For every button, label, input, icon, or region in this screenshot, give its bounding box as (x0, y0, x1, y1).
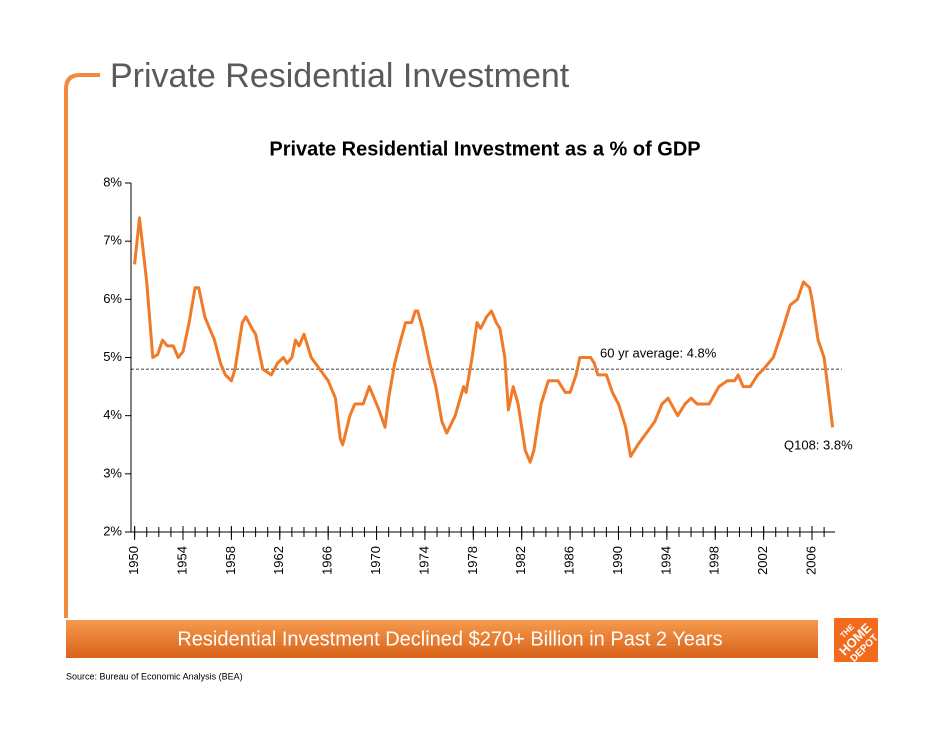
y-tick-label: 4% (103, 407, 122, 422)
logo: THE HOME DEPOT (834, 618, 881, 665)
average-label: 60 yr average: 4.8% (600, 345, 717, 360)
logo-box (834, 618, 878, 662)
plot: 2% 3% 4% 5% 6% 7% 8% 1950 1954 1958 1962 1966 1970 19… (103, 174, 853, 574)
banner-text: Residential Investment Declined $270+ Bi… (177, 628, 722, 650)
chart-title: Private Residential Investment as a % of… (269, 138, 700, 160)
x-tick-label: 1998 (707, 546, 722, 575)
y-tick-label: 2% (103, 523, 122, 538)
x-tick-label: 1994 (658, 546, 673, 575)
x-tick-label: 1982 (513, 546, 528, 575)
slide-title: Private Residential Investment (110, 57, 570, 95)
y-tick-label: 6% (103, 291, 122, 306)
x-tick-label: 1962 (271, 546, 286, 575)
x-tick-label: 1958 (223, 546, 238, 575)
x-tick-label: 2002 (755, 546, 770, 575)
bracket (64, 73, 100, 618)
banner (66, 620, 818, 658)
x-tick-label: 1966 (320, 546, 335, 575)
y-tick-label: 8% (103, 174, 122, 189)
y-tick-label: 5% (103, 349, 122, 364)
series-line (133, 216, 835, 464)
x-tick-label: 1950 (126, 546, 141, 575)
x-tick-label: 2006 (803, 546, 818, 575)
last-label: Q108: 3.8% (784, 437, 853, 452)
y-tick-label: 3% (103, 465, 122, 480)
x-tick-label: 1978 (465, 546, 480, 575)
x-tick-label: 1970 (368, 546, 383, 575)
x-tick-label: 1954 (174, 546, 189, 575)
x-tick-label: 1974 (416, 546, 431, 575)
x-tick-label: 1986 (562, 546, 577, 575)
x-tick-label: 1990 (610, 546, 625, 575)
y-tick-label: 7% (103, 233, 122, 248)
source: Source: Bureau of Economic Analysis (BEA… (66, 671, 243, 681)
